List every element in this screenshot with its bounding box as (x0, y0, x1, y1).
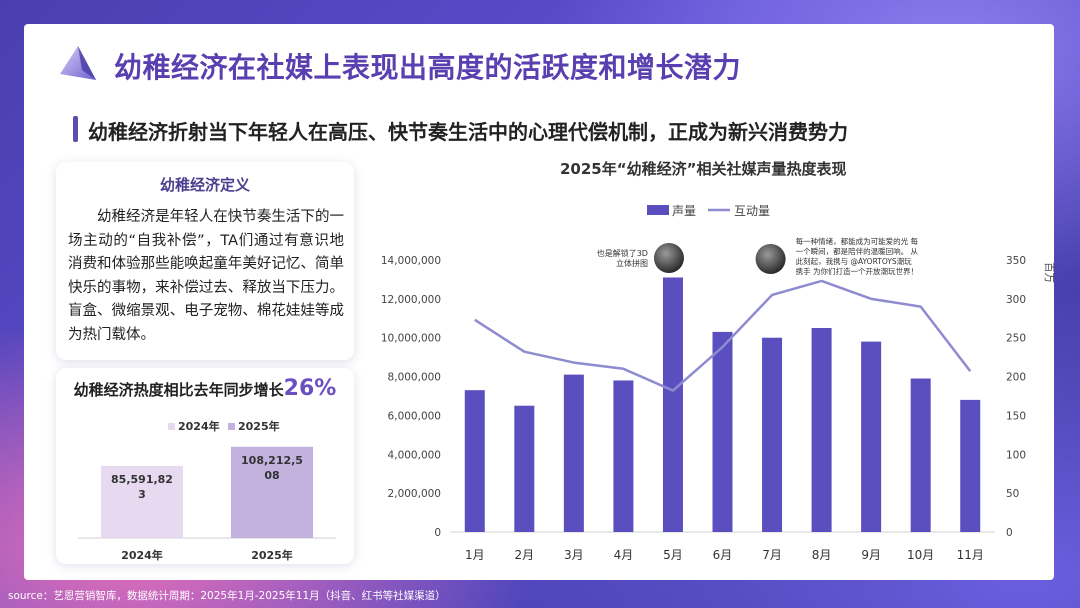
x-tick-label: 11月 (957, 548, 984, 562)
yoy-legend-swatch (228, 423, 235, 430)
legend-label-interaction: 互动量 (734, 204, 770, 218)
growth-title: 幼稚经济热度相比去年同步增长26% (56, 376, 354, 401)
page-subtitle: 幼稚经济折射当下年轻人在高压、快节奏生活中的心理代偿机制，正成为新兴消费势力 (88, 120, 848, 144)
interaction-line (474, 279, 972, 392)
x-tick-label: 9月 (861, 548, 881, 562)
volume-bar (464, 390, 485, 532)
right-axis-tick-label: 350 (1006, 255, 1026, 267)
yoy-legend-swatch (168, 423, 175, 430)
x-tick-label: 2月 (514, 548, 534, 562)
left-axis-tick-label: 10,000,000 (381, 333, 441, 345)
x-tick-label: 10月 (907, 548, 934, 562)
x-tick-label: 7月 (762, 548, 782, 562)
yoy-tick-label: 2025年 (251, 548, 293, 562)
yoy-legend-label: 2024年 (178, 419, 220, 433)
volume-bar (563, 374, 584, 532)
growth-title-text: 幼稚经济热度相比去年同步增长 (73, 381, 284, 399)
yoy-bar (101, 465, 183, 538)
volume-bar (514, 405, 535, 532)
x-tick-label: 8月 (812, 548, 832, 562)
volume-bar (811, 328, 832, 532)
left-axis-tick-label: 12,000,000 (381, 294, 441, 306)
right-axis-tick-label: 300 (1006, 294, 1026, 306)
right-axis-tick-label: 0 (1006, 527, 1013, 539)
x-tick-label: 5月 (663, 548, 683, 562)
subtitle-accent-bar (73, 116, 78, 142)
left-axis-tick-label: 2,000,000 (388, 488, 441, 500)
volume-bar (662, 277, 683, 532)
growth-percent: 26% (283, 376, 337, 401)
right-axis-tick-label: 100 (1006, 449, 1026, 461)
legend-label-volume: 声量 (672, 204, 696, 218)
right-axis-tick-label: 250 (1006, 333, 1026, 345)
yoy-data-label: 85,591,82 3 (111, 473, 173, 501)
annotation-text: 也是解锁了3D 立体拼图 (597, 248, 648, 268)
yoy-bar (231, 446, 313, 538)
x-tick-label: 3月 (564, 548, 584, 562)
right-axis-unit: 百万 (1043, 262, 1055, 283)
page-title: 幼稚经济在社媒上表现出高度的活跃度和增长潜力 (114, 51, 742, 84)
legend-swatch-volume (647, 205, 669, 215)
left-axis-tick-label: 4,000,000 (388, 449, 441, 461)
yoy-legend-label: 2025年 (238, 419, 280, 433)
definition-card: 幼稚经济定义 幼稚经济是年轻人在快节奏生活下的一场主动的“自我补偿”，TA们通过… (56, 162, 354, 360)
annotation-avatar-icon (653, 243, 684, 273)
left-axis-tick-label: 6,000,000 (388, 410, 441, 422)
right-axis-tick-label: 50 (1006, 488, 1019, 500)
growth-card: 幼稚经济热度相比去年同步增长26% 2024年 2025年 85,591,82 3 20… (56, 368, 354, 564)
volume-bar (960, 399, 981, 532)
left-axis-tick-label: 0 (434, 527, 441, 539)
yoy-data-label: 108,212,5 08 (241, 454, 303, 482)
x-tick-label: 1月 (465, 548, 485, 562)
annotation-avatar-icon (755, 244, 786, 274)
volume-bar (613, 380, 634, 532)
definition-title: 幼稚经济定义 (159, 176, 250, 194)
right-axis-tick-label: 200 (1006, 372, 1026, 384)
right-axis-tick-label: 150 (1006, 410, 1026, 422)
yoy-bar-chart: 2024年 2025年 85,591,82 3 2024年 108,212,5 08 2025… (78, 419, 336, 562)
left-axis-tick-label: 14,000,000 (381, 255, 441, 267)
volume-bar (762, 337, 783, 532)
annotation-text: 每一种情绪，都能成为可能爱的光 每一个瞬间，都是陪伴的温暖回响。 从此刻起，我携… (796, 236, 919, 276)
volume-bar (910, 378, 931, 532)
prism-logo-icon (60, 46, 96, 80)
x-tick-label: 6月 (713, 548, 733, 562)
source-note: source：艺恩营销智库，数据统计周期：2025年1月-2025年11月（抖音… (8, 590, 446, 602)
left-axis-tick-label: 8,000,000 (388, 372, 441, 384)
x-tick-label: 4月 (614, 548, 634, 562)
definition-text: 幼稚经济是年轻人在快节奏生活下的一场主动的“自我补偿”，TA们通过有意识地消费和… (68, 209, 344, 343)
volume-bar (861, 341, 882, 532)
volume-bar (712, 331, 733, 532)
yoy-tick-label: 2024年 (121, 548, 163, 562)
chart-title: 2025年“幼稚经济”相关社媒声量热度表现 (560, 160, 847, 178)
